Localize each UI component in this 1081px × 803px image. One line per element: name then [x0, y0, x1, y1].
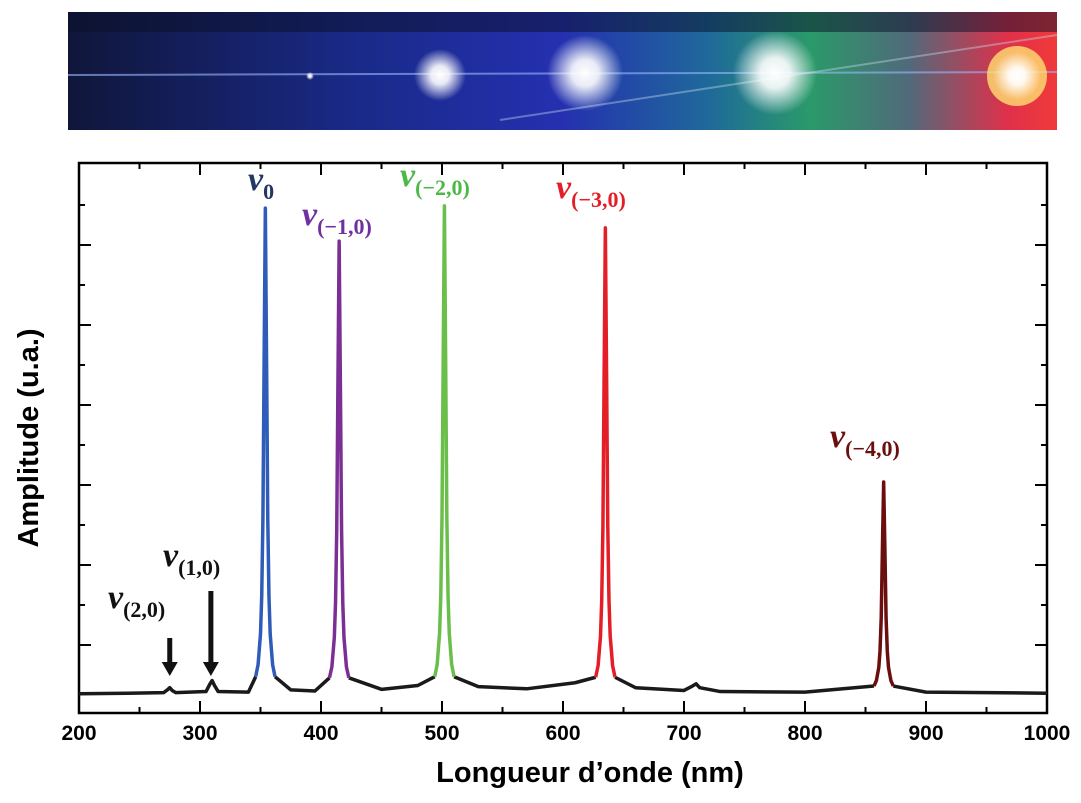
- plot-frame: [77, 161, 1049, 715]
- annotation: ν0: [248, 161, 274, 204]
- annotation: ν(2,0): [108, 579, 165, 622]
- spectrum-line: [872, 480, 895, 687]
- annotation: ν(−4,0): [830, 418, 900, 461]
- x-tick-label: 700: [666, 722, 701, 745]
- arrow-head: [161, 662, 178, 676]
- spectrum-line: [327, 239, 351, 679]
- x-axis-label: Longueur d’onde (nm): [436, 757, 744, 789]
- x-tick-label: 500: [424, 722, 459, 745]
- annotation-symbol: ν: [302, 196, 318, 233]
- annotation-symbol: ν: [248, 161, 264, 198]
- spectrum-line: [593, 226, 617, 678]
- spectrum-line: [253, 206, 277, 678]
- annotation-subscript: (−4,0): [845, 436, 900, 461]
- x-tick-label: 300: [182, 722, 217, 745]
- x-tick-label: 900: [908, 722, 943, 745]
- annotation-symbol: ν: [163, 537, 179, 574]
- spectrum-line: [78, 675, 1048, 696]
- x-tick-label: 400: [303, 722, 338, 745]
- y-axis-label: Amplitude (u.a.): [13, 328, 45, 547]
- spectrum-line: [433, 204, 456, 678]
- x-tick-label: 200: [61, 722, 96, 745]
- annotation-symbol: ν: [830, 418, 846, 455]
- annotation-symbol: ν: [108, 579, 124, 616]
- x-tick-label: 600: [545, 722, 580, 745]
- annotation-subscript: (1,0): [178, 555, 220, 580]
- annotation-symbol: ν: [556, 169, 572, 206]
- x-tick-label: 800: [787, 722, 822, 745]
- annotation-symbol: ν: [400, 157, 416, 194]
- annotation: ν(−1,0): [302, 196, 372, 239]
- annotation-subscript: (−3,0): [571, 187, 626, 212]
- annotation-subscript: 0: [263, 179, 274, 204]
- arrow-head: [202, 662, 219, 676]
- annotation-subscript: (−2,0): [415, 175, 470, 200]
- annotation: ν(−3,0): [556, 169, 626, 212]
- annotation-subscript: (−1,0): [317, 214, 372, 239]
- x-tick-label: 1000: [1024, 722, 1071, 745]
- photo: [67, 12, 1058, 130]
- annotation: ν(−2,0): [400, 157, 470, 200]
- annotation-subscript: (2,0): [123, 597, 165, 622]
- annotation: ν(1,0): [163, 537, 220, 580]
